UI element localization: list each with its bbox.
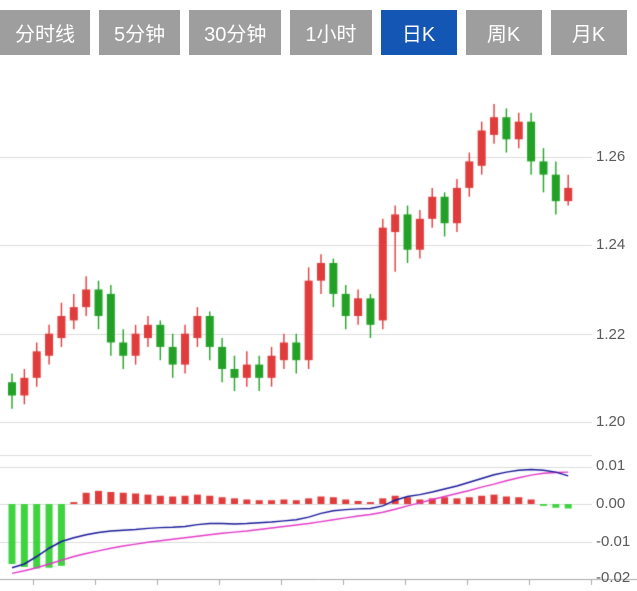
macd-axis-tick: 0.00 xyxy=(596,495,626,512)
tab-daily-k[interactable]: 日K xyxy=(380,10,457,55)
price-axis-tick: 1.22 xyxy=(596,326,626,343)
tab-weekly-k[interactable]: 周K xyxy=(465,10,542,55)
tab-5min[interactable]: 5分钟 xyxy=(99,10,181,55)
price-axis-tick: 1.26 xyxy=(596,148,626,165)
tab-30min[interactable]: 30分钟 xyxy=(189,10,282,55)
tab-bar: 分时线 5分钟 30分钟 1小时 日K 周K 月K xyxy=(0,10,627,55)
price-axis-tick: 1.20 xyxy=(596,413,626,430)
price-axis-tick: 1.24 xyxy=(596,236,626,253)
tab-1hour[interactable]: 1小时 xyxy=(290,10,372,55)
kline-chart-canvas[interactable] xyxy=(0,60,637,591)
macd-axis-tick: -0.02 xyxy=(596,569,631,586)
tab-monthly-k[interactable]: 月K xyxy=(550,10,627,55)
macd-axis-tick: -0.01 xyxy=(596,533,631,550)
macd-axis-tick: 0.01 xyxy=(596,457,626,474)
tab-timeline[interactable]: 分时线 xyxy=(0,10,90,55)
